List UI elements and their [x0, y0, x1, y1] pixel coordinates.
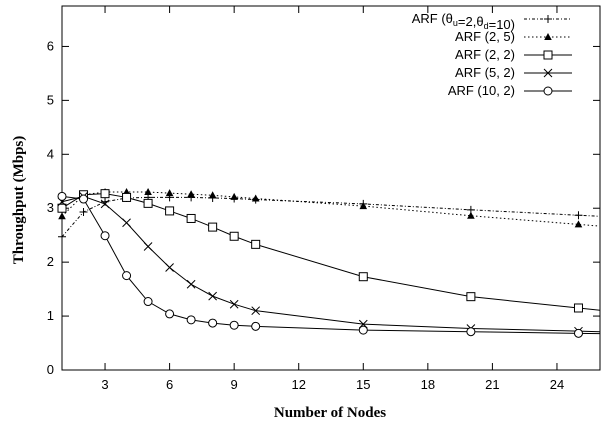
plot-frame: [61, 5, 601, 371]
data-point-circle: [573, 328, 583, 338]
y-tick-label: 2: [47, 254, 54, 269]
series-line: [61, 191, 601, 227]
data-point-cross: [143, 242, 153, 251]
data-point-cross: [100, 199, 110, 209]
series-5: [57, 191, 601, 338]
legend-marker-square: [543, 50, 553, 60]
series-line: [61, 195, 601, 333]
x-tick-label: 15: [356, 377, 370, 392]
data-point-square: [208, 222, 218, 232]
data-point-circle: [186, 315, 196, 325]
x-tick-label: 3: [101, 377, 108, 392]
data-point-square: [57, 203, 67, 213]
data-point-circle: [57, 191, 67, 201]
data-point-circle: [229, 320, 239, 330]
data-point-plus: [574, 211, 583, 220]
data-point-triangle: [208, 191, 217, 199]
data-point-square: [358, 272, 368, 282]
legend-label: ARF (10, 2): [448, 83, 515, 98]
data-point-circle: [100, 231, 110, 241]
data-point-circle: [251, 321, 261, 331]
data-point-cross: [208, 291, 217, 301]
data-point-square: [122, 192, 132, 202]
data-point-square: [251, 239, 261, 249]
data-point-triangle: [165, 189, 174, 197]
legend-label: ARF (2, 2): [455, 47, 515, 62]
data-point-plus: [58, 232, 66, 241]
data-point-square: [165, 206, 175, 216]
data-point-square: [229, 231, 239, 241]
x-tick-label: 24: [550, 377, 564, 392]
data-point-cross: [186, 279, 196, 289]
data-point-square: [186, 213, 196, 223]
data-point-triangle: [467, 211, 475, 219]
data-point-circle: [79, 194, 89, 204]
series-line: [61, 195, 601, 335]
x-tick-label: 18: [421, 377, 435, 392]
data-point-square: [466, 292, 476, 302]
data-point-triangle: [574, 220, 583, 228]
legend-label: ARF (θu=2,θd=10): [412, 11, 515, 32]
data-point-square: [143, 198, 153, 208]
x-tick-label: 12: [291, 377, 305, 392]
x-tick-label: 21: [485, 377, 499, 392]
series-4: [57, 192, 601, 336]
legend: ARF (θu=2,θd=10)ARF (2, 5) ARF (2, 2) ARF …: [412, 11, 572, 98]
data-point-cross: [229, 299, 239, 309]
y-tick-label: 0: [47, 362, 54, 377]
y-axis-title: Throughput (Mbps): [11, 136, 27, 265]
legend-label: ARF (2, 5): [455, 29, 515, 44]
y-tick-label: 1: [47, 308, 54, 323]
data-point-plus: [79, 207, 88, 216]
y-tick-label: 5: [47, 92, 54, 107]
series-line: [61, 193, 601, 311]
y-tick-label: 3: [47, 200, 54, 215]
data-point-triangle: [187, 190, 195, 198]
data-point-circle: [466, 327, 476, 337]
x-tick-label: 6: [166, 377, 173, 392]
data-point-cross: [165, 263, 174, 272]
legend-label: ARF (5, 2): [455, 65, 515, 80]
data-point-square: [100, 189, 110, 199]
data-point-triangle: [251, 194, 260, 202]
data-point-triangle: [144, 188, 152, 196]
data-point-circle: [208, 318, 218, 328]
series-line: [61, 196, 601, 238]
data-point-circle: [358, 325, 368, 335]
data-point-triangle: [359, 202, 368, 210]
data-point-square: [573, 303, 583, 313]
data-point-circle: [143, 297, 153, 307]
data-point-circle: [165, 309, 175, 319]
data-point-cross: [122, 218, 131, 228]
y-tick-label: 6: [47, 38, 54, 53]
legend-marker-circle: [543, 86, 553, 96]
legend-marker-plus: [544, 15, 552, 23]
legend-marker-cross: [543, 68, 553, 78]
y-tick-label: 4: [47, 146, 54, 161]
data-point-triangle: [58, 212, 66, 220]
x-tick-label: 9: [231, 377, 238, 392]
data-point-circle: [122, 271, 132, 281]
data-point-cross: [251, 306, 261, 316]
x-axis-title: Number of Nodes: [274, 405, 386, 421]
series-2: [58, 188, 601, 228]
data-point-triangle: [230, 192, 238, 200]
legend-marker-triangle: [544, 33, 552, 40]
series-3: [57, 189, 601, 313]
